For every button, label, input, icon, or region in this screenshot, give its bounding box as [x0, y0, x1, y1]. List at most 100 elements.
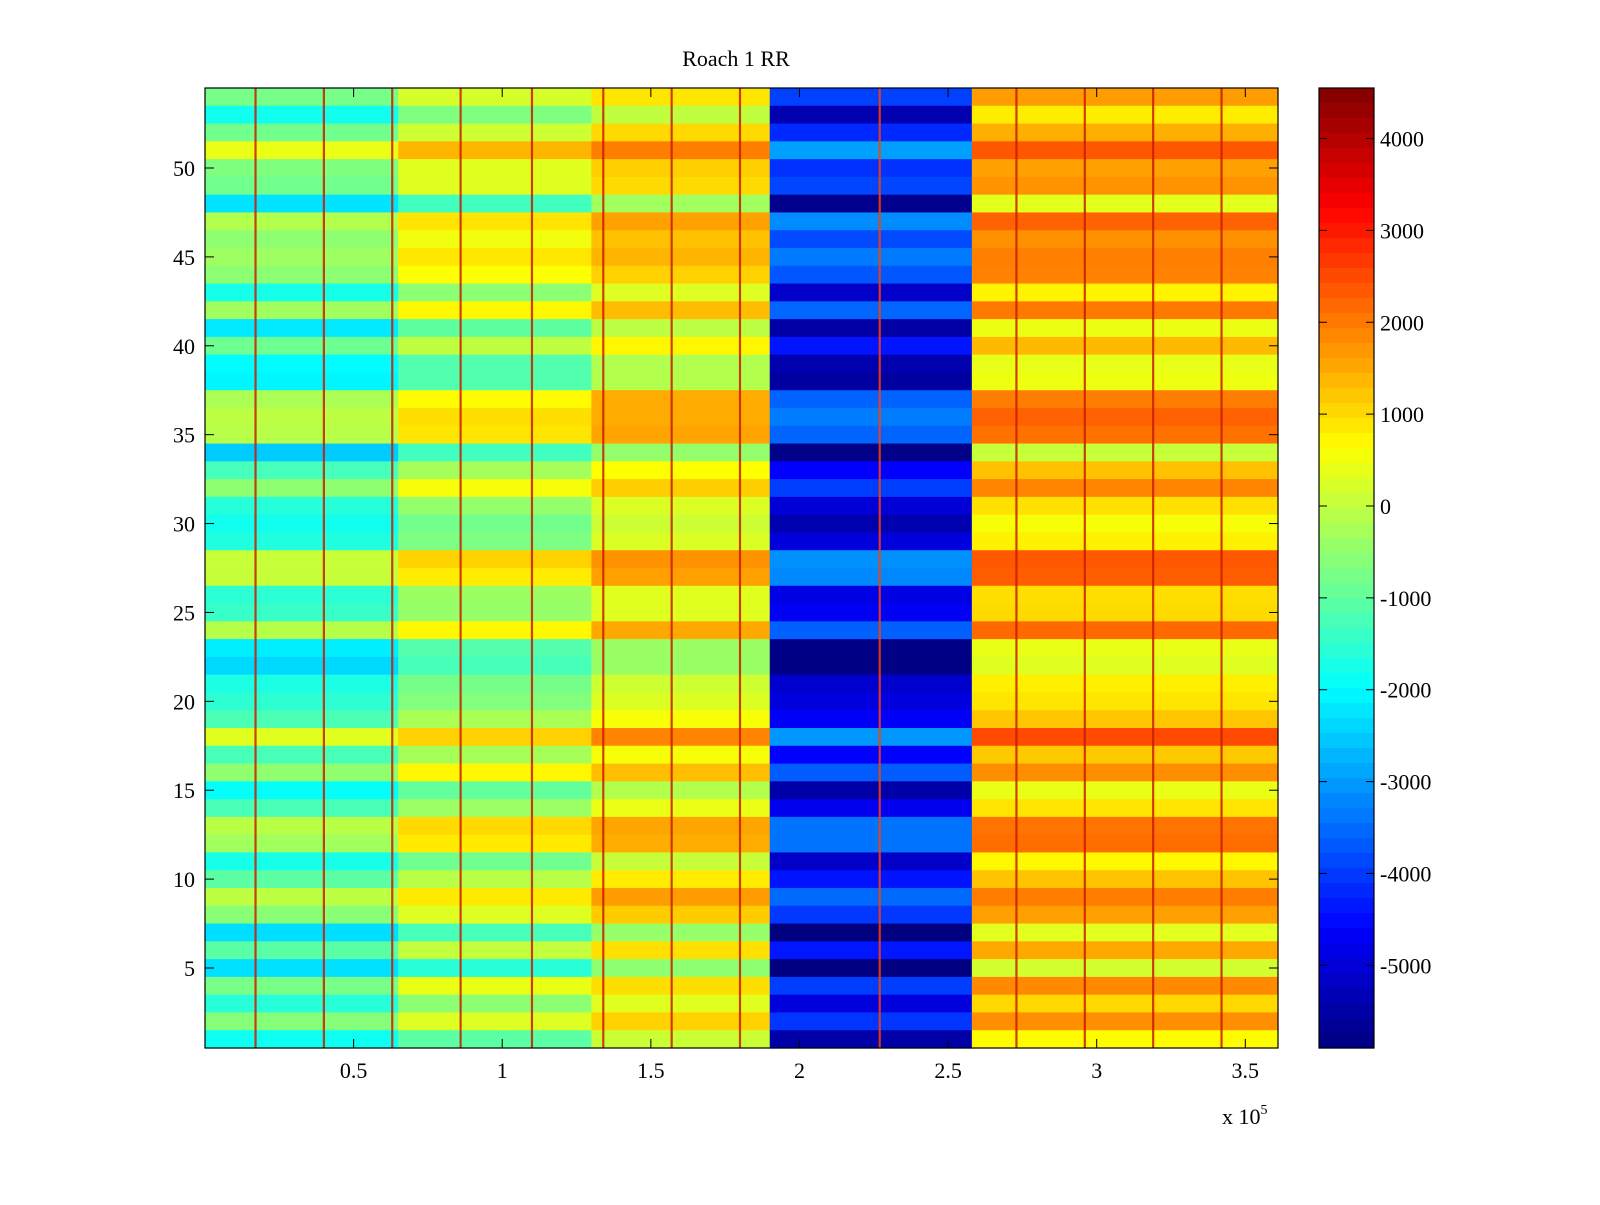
- heatmap-cell: [591, 834, 771, 854]
- heatmap-cell: [971, 781, 1279, 800]
- colorbar-swatch: [1319, 763, 1374, 779]
- heatmap-cell: [591, 265, 771, 285]
- heatmap-cell: [205, 194, 399, 214]
- colorbar-swatch: [1319, 793, 1374, 809]
- colorbar-swatch: [1319, 193, 1374, 209]
- x-tick-label: 2: [794, 1058, 805, 1083]
- heatmap-cell: [971, 585, 1279, 605]
- heatmap-cell: [205, 994, 399, 1014]
- heatmap-cell: [971, 336, 1279, 356]
- heatmap-cell: [205, 336, 399, 356]
- heatmap-cell: [591, 390, 771, 409]
- x-tick-label: 2.5: [934, 1058, 962, 1083]
- heatmap-cell: [591, 194, 771, 214]
- heatmap-cell: [398, 834, 592, 854]
- heatmap-cell: [398, 763, 592, 782]
- heatmap-cell: [971, 105, 1279, 125]
- heatmap-cell: [398, 265, 592, 285]
- heatmap-cell: [205, 905, 399, 925]
- colorbar-tick-label: -5000: [1380, 953, 1431, 978]
- colorbar-swatch: [1319, 103, 1374, 119]
- heatmap-cell: [971, 408, 1279, 427]
- heatmap-cell: [971, 372, 1279, 391]
- heatmap-cell: [591, 639, 771, 658]
- heatmap-cell: [591, 568, 771, 587]
- heatmap-cell: [205, 1012, 399, 1031]
- heatmap-cell: [205, 105, 399, 125]
- heatmap-cell: [591, 248, 771, 267]
- heatmap-cell: [769, 283, 973, 302]
- heatmap-cell: [398, 1012, 592, 1031]
- heatmap-cell: [971, 532, 1279, 551]
- heatmap-cell: [769, 923, 973, 942]
- heatmap-cell: [398, 230, 592, 249]
- colorbar-tick-label: -3000: [1380, 770, 1431, 795]
- heatmap-cell: [205, 408, 399, 427]
- heatmap-cell: [398, 710, 592, 729]
- colorbar-swatch: [1319, 553, 1374, 569]
- heatmap-cell: [769, 443, 973, 462]
- heatmap-cell: [398, 408, 592, 427]
- heatmap-cell: [398, 1030, 592, 1049]
- heatmap-cell: [205, 834, 399, 854]
- heatmap-cell: [971, 834, 1279, 854]
- heatmap-cell: [971, 248, 1279, 267]
- colorbar-swatch: [1319, 88, 1374, 104]
- colorbar-swatch: [1319, 118, 1374, 134]
- heatmap-cell: [769, 301, 973, 320]
- colorbar-swatch: [1319, 358, 1374, 374]
- heatmap-cell: [205, 301, 399, 320]
- heatmap-cell: [398, 870, 592, 889]
- heatmap-cell: [205, 674, 399, 694]
- heatmap-cell: [205, 425, 399, 445]
- heatmap-plot-area: [205, 88, 1279, 1049]
- y-tick-label: 30: [173, 512, 195, 537]
- heatmap-cell: [769, 888, 973, 907]
- heatmap-cell: [971, 461, 1279, 480]
- heatmap-cell: [971, 888, 1279, 907]
- heatmap-cell: [591, 656, 771, 676]
- colorbar-swatch: [1319, 583, 1374, 599]
- colorbar-swatch: [1319, 628, 1374, 644]
- colorbar-swatch: [1319, 838, 1374, 854]
- heatmap-cell: [205, 568, 399, 587]
- colorbar-swatch: [1319, 478, 1374, 494]
- axes: 0.5 1 1.5 2 2.5 3 3.5 5 10 15 20 25 30 35 40 45 50: [173, 87, 1279, 1083]
- heatmap-cell: [398, 941, 592, 960]
- heatmap-cell: [398, 994, 592, 1014]
- heatmap-cell: [398, 959, 592, 978]
- heatmap-cell: [205, 479, 399, 498]
- heatmap-cell: [971, 176, 1279, 196]
- heatmap-cell: [971, 212, 1279, 231]
- heatmap-cell: [591, 905, 771, 925]
- heatmap-cell: [591, 425, 771, 445]
- heatmap-cell: [769, 319, 973, 338]
- colorbar-swatch: [1319, 733, 1374, 749]
- colorbar-tick-label: -2000: [1380, 678, 1431, 703]
- heatmap-cell: [769, 88, 973, 107]
- heatmap-cell: [591, 443, 771, 462]
- heatmap-cell: [591, 852, 771, 871]
- heatmap-cell: [398, 496, 592, 516]
- heatmap-cell: [971, 994, 1279, 1014]
- colorbar-swatch: [1319, 268, 1374, 284]
- heatmap-cell: [971, 763, 1279, 782]
- heatmap-cell: [769, 799, 973, 818]
- heatmap-cell: [205, 283, 399, 302]
- heatmap-cell: [205, 692, 399, 711]
- heatmap-cell: [971, 745, 1279, 765]
- heatmap-cell: [205, 585, 399, 605]
- colorbar-swatch: [1319, 988, 1374, 1004]
- heatmap-cell: [769, 230, 973, 249]
- heatmap-cell: [971, 959, 1279, 978]
- heatmap-cell: [591, 336, 771, 356]
- heatmap-cell: [971, 230, 1279, 249]
- heatmap-cell: [205, 923, 399, 942]
- y-tick-label: 15: [173, 778, 195, 803]
- heatmap-cell: [398, 674, 592, 694]
- heatmap-cell: [398, 532, 592, 551]
- heatmap-cell: [971, 656, 1279, 676]
- colorbar-swatch: [1319, 508, 1374, 524]
- heatmap-cell: [971, 1012, 1279, 1031]
- heatmap-cell: [591, 621, 771, 640]
